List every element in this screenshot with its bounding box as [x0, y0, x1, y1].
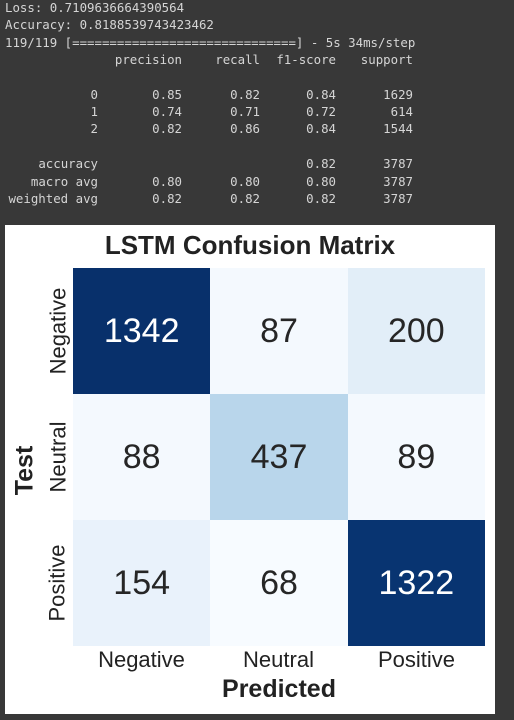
heatmap-cell-value: 437: [250, 437, 308, 476]
report-header-recall: recall: [215, 52, 260, 67]
report-summary-row: weighted avg 0.82 0.82 0.82 3787: [0, 191, 514, 206]
heatmap-cell-value: 1342: [103, 311, 180, 350]
heatmap-cell: 88: [73, 394, 211, 520]
report-summary-support: 3787: [383, 174, 413, 189]
chart-title: LSTM Confusion Matrix: [104, 230, 396, 260]
report-summary-support: 3787: [383, 156, 413, 171]
report-support: 614: [390, 104, 413, 119]
y-tick-text: Positive: [45, 544, 71, 622]
report-recall: 0.71: [230, 104, 260, 119]
report-f1: 0.84: [306, 87, 336, 102]
report-summary-row: macro avg 0.80 0.80 0.80 3787: [0, 174, 514, 189]
heatmap-cell-value: 1322: [378, 563, 455, 602]
report-summary-precision: 0.80: [152, 174, 182, 189]
y-tick-label: Positive: [43, 520, 73, 646]
report-summary-row: accuracy 0.82 3787: [0, 156, 514, 171]
report-recall: 0.82: [230, 87, 260, 102]
report-row: 0 0.85 0.82 0.84 1629: [0, 87, 514, 102]
report-summary-f1: 0.80: [306, 174, 336, 189]
heatmap-cell: 89: [347, 394, 485, 520]
report-precision: 0.85: [152, 87, 182, 102]
heatmap-cell: 1342: [73, 268, 211, 394]
y-axis-label-text: Test: [10, 445, 39, 495]
heatmap-cell-value: 87: [260, 311, 298, 350]
report-precision: 0.74: [152, 104, 182, 119]
heatmap-cell-value: 88: [122, 437, 161, 476]
report-header-row: precision recall f1-score support: [0, 52, 514, 67]
heatmap-grid: 1342 87 200 88 437 89 154 68 1322: [73, 268, 485, 646]
loss-line: Loss: 0.7109636664390564: [5, 0, 185, 15]
y-tick-text: Neutral: [45, 421, 71, 493]
report-recall: 0.86: [230, 121, 260, 136]
report-summary-label: accuracy: [38, 156, 98, 171]
confusion-matrix-figure: LSTM Confusion Matrix Test Negative Neut…: [5, 225, 495, 714]
accuracy-line: Accuracy: 0.8188539743423462: [5, 17, 214, 32]
report-summary-label: macro avg: [30, 174, 98, 189]
heatmap-cell-value: 68: [260, 563, 298, 602]
report-f1: 0.72: [306, 104, 336, 119]
heatmap-cell: 437: [210, 394, 348, 520]
report-summary-recall: 0.82: [230, 191, 260, 206]
x-tick-label: Positive: [377, 647, 456, 672]
heatmap-cell: 154: [73, 520, 211, 646]
x-axis-label: Predicted: [222, 675, 336, 703]
report-class-label: 0: [90, 87, 98, 102]
report-summary-support: 3787: [383, 191, 413, 206]
progress-line: 119/119 [==============================]…: [5, 35, 416, 50]
y-axis-label: Test: [7, 415, 43, 525]
heatmap-cell: 87: [210, 268, 348, 394]
report-support: 1629: [383, 87, 413, 102]
report-class-label: 2: [90, 121, 98, 136]
x-tick-label: Neutral: [243, 647, 314, 672]
report-summary-label: weighted avg: [8, 191, 98, 206]
console-output: Loss: 0.7109636664390564 Accuracy: 0.818…: [0, 0, 514, 224]
report-row: 2 0.82 0.86 0.84 1544: [0, 121, 514, 136]
report-header-support: support: [360, 52, 413, 67]
report-header-f1: f1-score: [276, 52, 336, 67]
y-tick-label: Negative: [43, 268, 73, 394]
report-summary-precision: 0.82: [152, 191, 182, 206]
heatmap-cell-value: 154: [113, 563, 171, 602]
report-precision: 0.82: [152, 121, 182, 136]
heatmap-cell: 1322: [347, 520, 485, 646]
x-tick-label: Negative: [98, 647, 185, 672]
report-header-precision: precision: [114, 52, 182, 67]
heatmap-cell: 68: [210, 520, 348, 646]
report-support: 1544: [383, 121, 413, 136]
heatmap-cell-value: 200: [387, 311, 445, 350]
report-summary-f1: 0.82: [306, 191, 336, 206]
heatmap-cell-value: 89: [397, 437, 436, 476]
report-f1: 0.84: [306, 121, 336, 136]
heatmap-cell: 200: [347, 268, 485, 394]
report-row: 1 0.74 0.71 0.72 614: [0, 104, 514, 119]
y-tick-text: Negative: [45, 287, 70, 375]
y-tick-label: Neutral: [43, 394, 73, 520]
report-class-label: 1: [90, 104, 98, 119]
report-summary-f1: 0.82: [306, 156, 336, 171]
report-summary-recall: 0.80: [230, 174, 260, 189]
